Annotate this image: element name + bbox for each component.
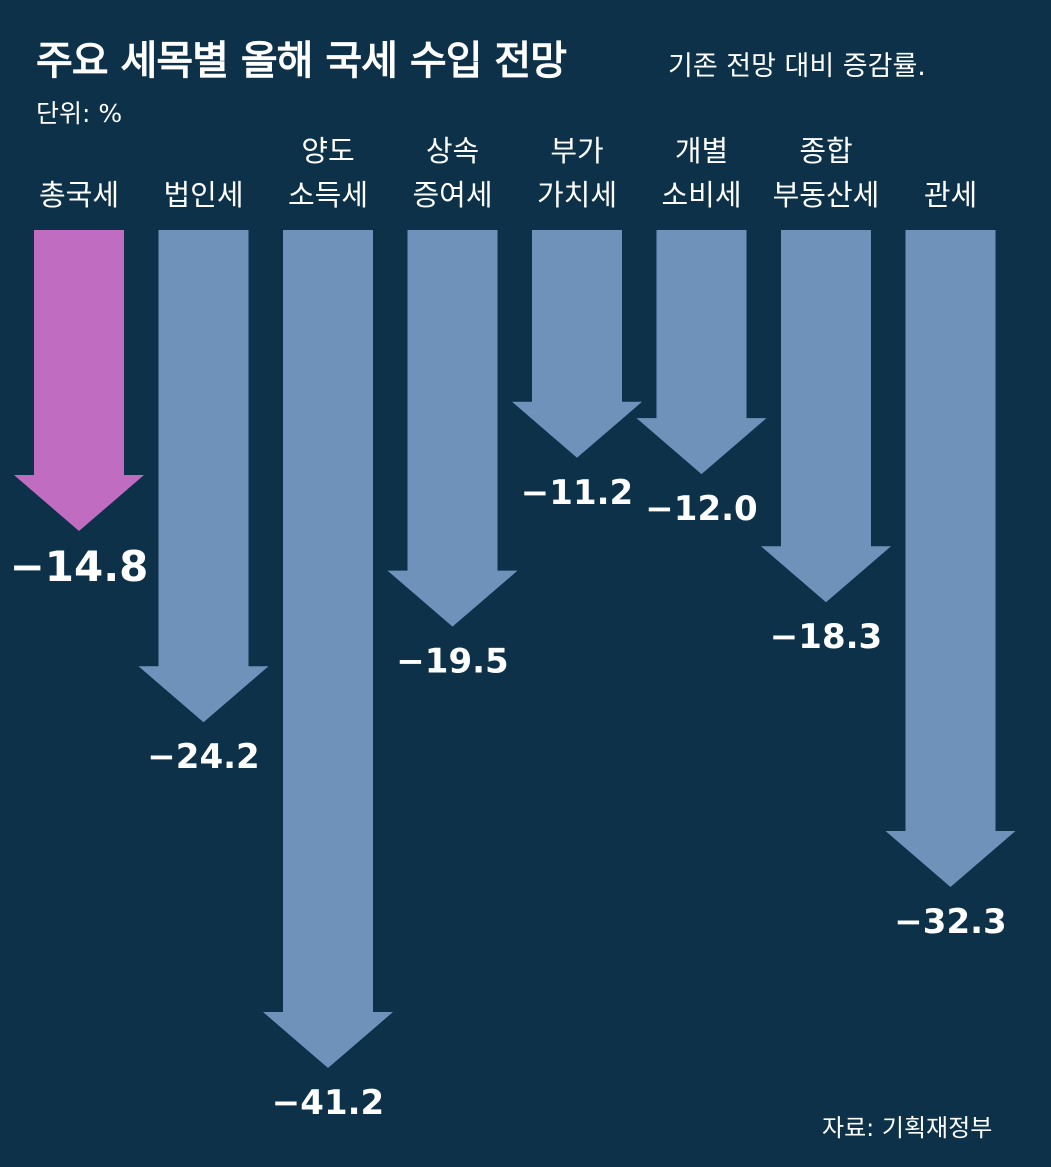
chart-title: 주요 세목별 올해 국세 수입 전망 bbox=[36, 38, 567, 84]
unit-label: 단위: % bbox=[36, 99, 123, 128]
category-label: 부동산세 bbox=[773, 178, 880, 212]
chart-subtitle: 기존 전망 대비 증감률. bbox=[668, 51, 926, 82]
bar-arrow bbox=[138, 230, 269, 723]
value-label: −11.2 bbox=[521, 473, 633, 513]
bar-arrow bbox=[14, 230, 144, 532]
value-label: −12.0 bbox=[645, 489, 757, 529]
value-label: −14.8 bbox=[10, 542, 149, 591]
bar-arrow bbox=[263, 230, 393, 1069]
category-label: 가치세 bbox=[537, 178, 617, 212]
source-label: 자료: 기획재정부 bbox=[822, 1114, 993, 1142]
category-label: 양도 bbox=[301, 134, 354, 168]
value-label: −19.5 bbox=[396, 642, 508, 682]
category-label: 개별 bbox=[675, 134, 728, 168]
category-label: 상속 bbox=[426, 134, 479, 168]
category-label: 법인세 bbox=[163, 178, 243, 212]
bar-arrow bbox=[512, 230, 642, 458]
category-label: 종합 bbox=[799, 134, 852, 168]
category-label: 증여세 bbox=[412, 178, 492, 212]
bar-arrow bbox=[387, 230, 518, 627]
category-label: 소비세 bbox=[661, 178, 741, 212]
category-label: 소득세 bbox=[288, 178, 368, 212]
category-label: 관세 bbox=[924, 178, 977, 212]
bar-arrow bbox=[885, 230, 1016, 887]
category-label: 부가 bbox=[550, 134, 603, 168]
value-label: −24.2 bbox=[147, 737, 259, 777]
bar-arrow bbox=[761, 230, 891, 603]
bar-arrow bbox=[636, 230, 767, 475]
value-label: −18.3 bbox=[770, 617, 882, 657]
category-label: 총국세 bbox=[39, 178, 119, 212]
value-label: −32.3 bbox=[894, 902, 1006, 942]
value-label: −41.2 bbox=[272, 1083, 384, 1123]
